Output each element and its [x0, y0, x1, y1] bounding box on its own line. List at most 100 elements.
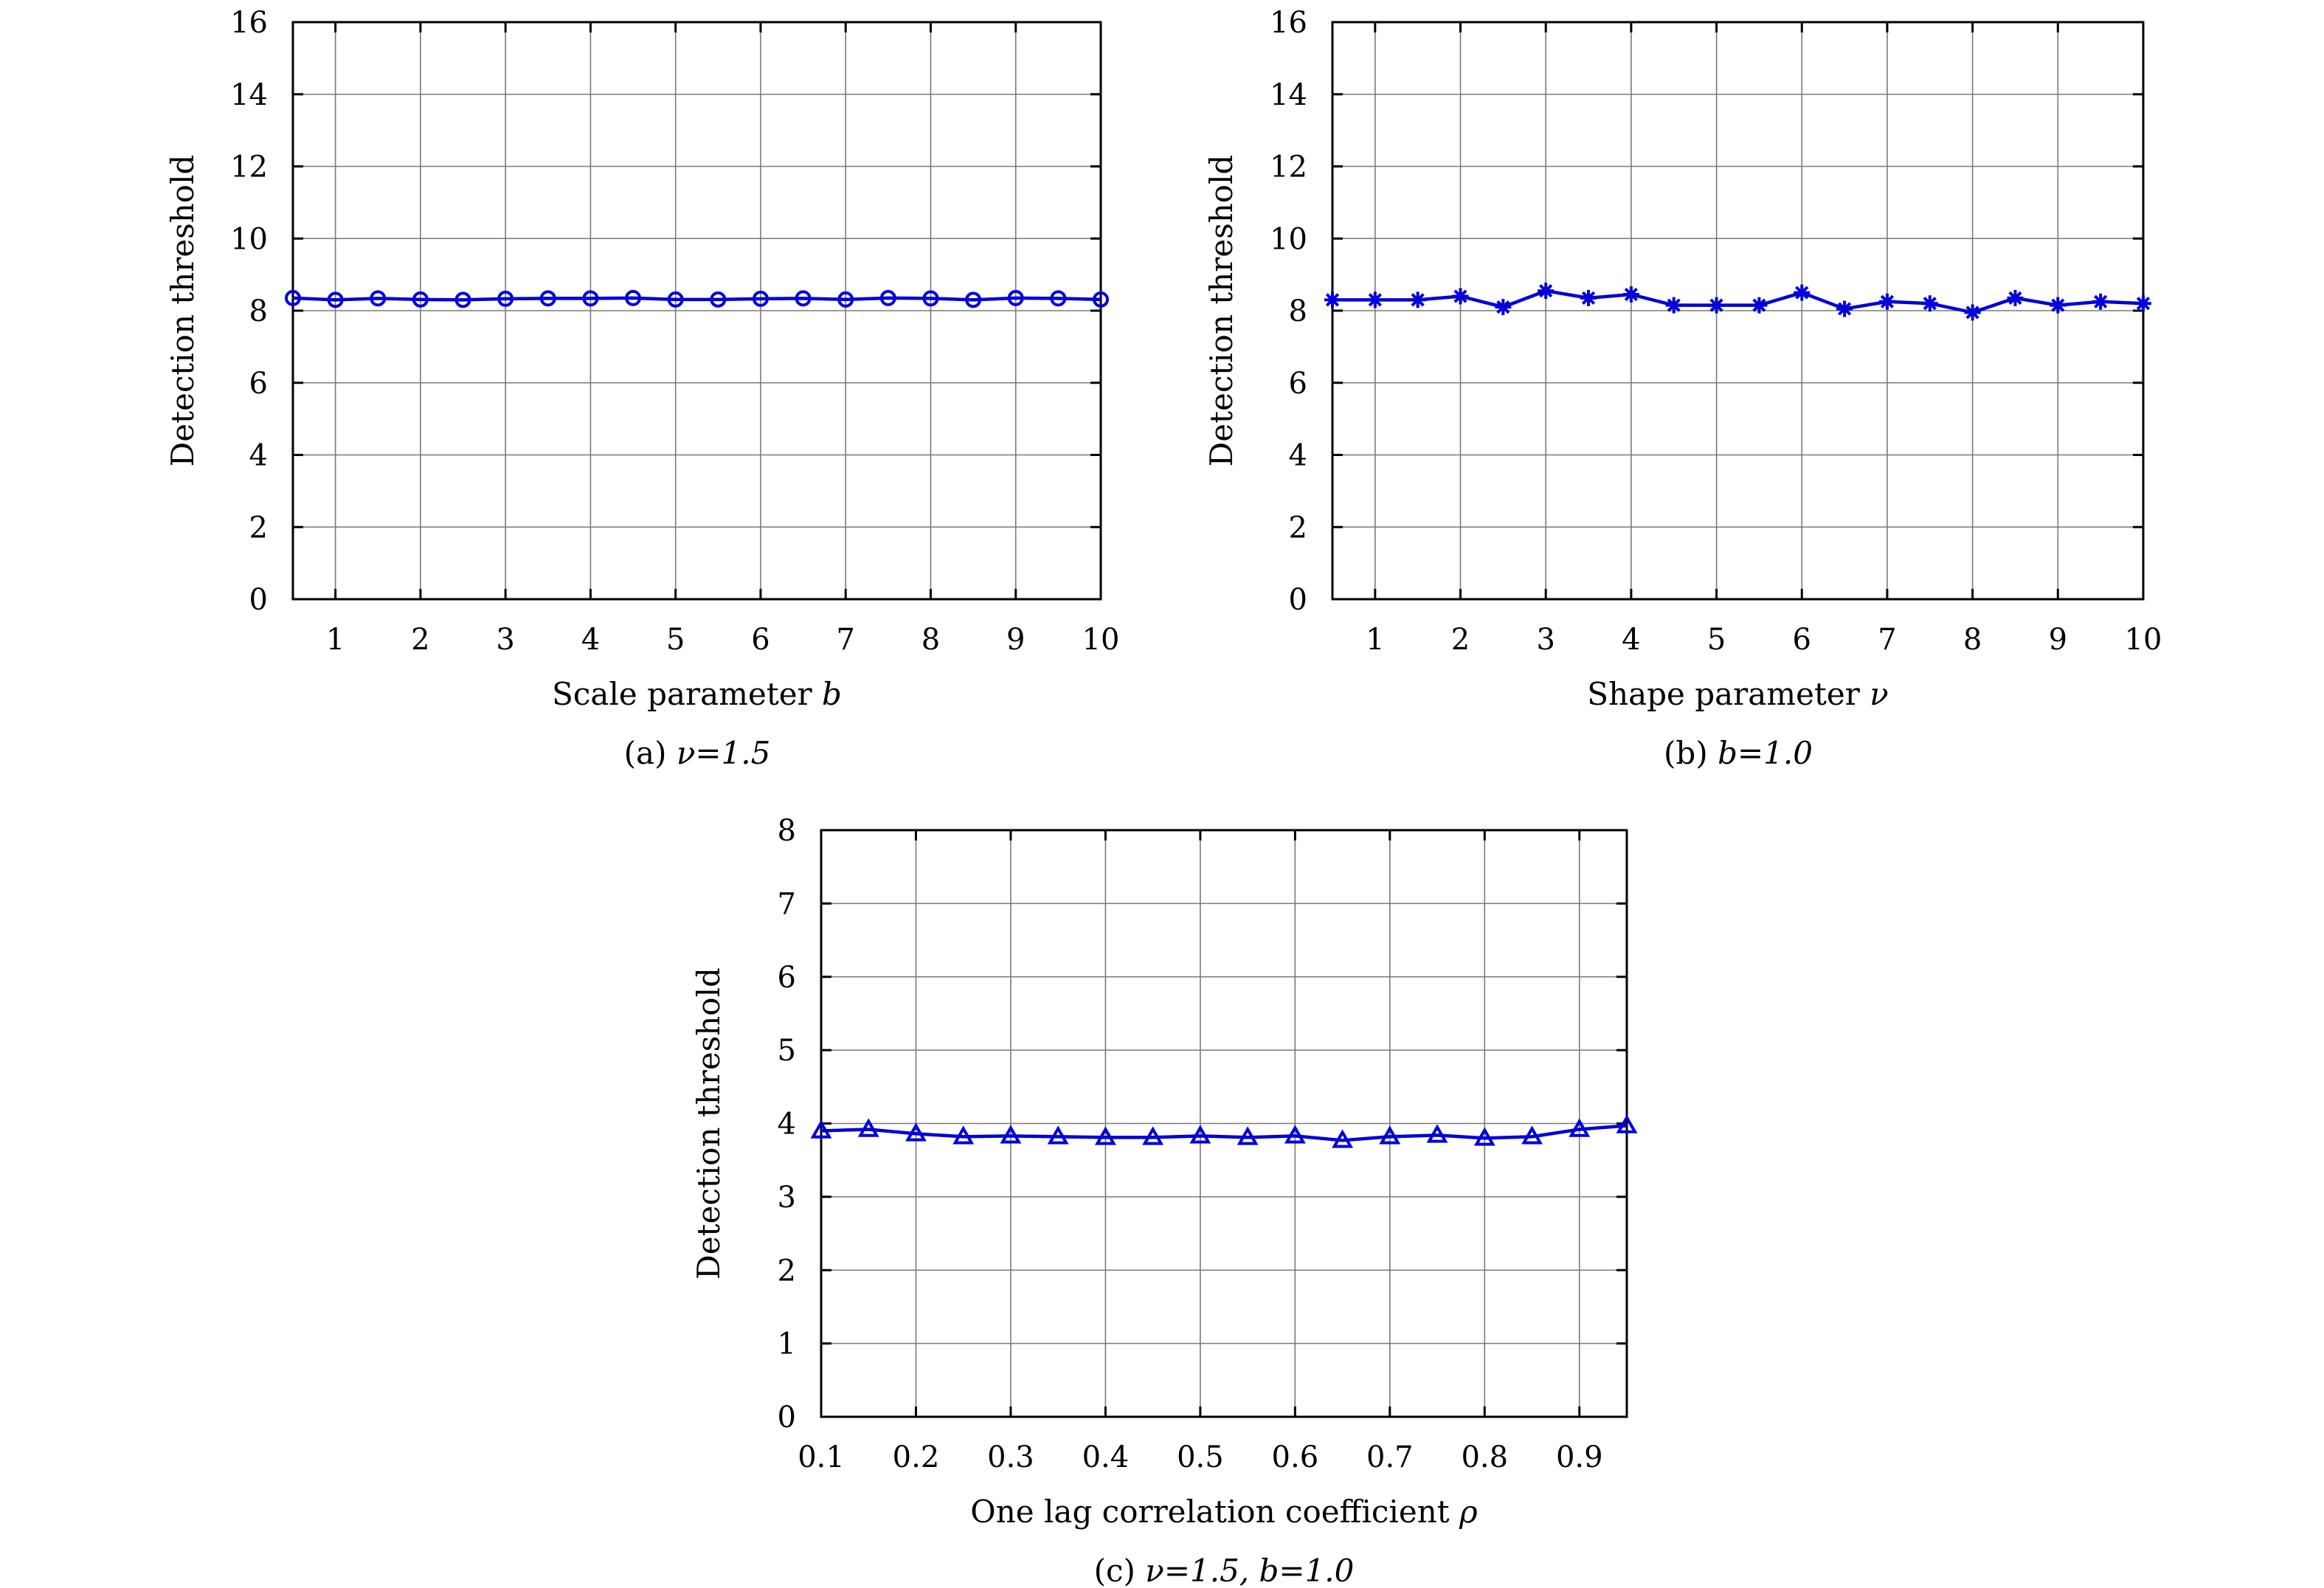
series-line [1332, 289, 2144, 314]
data-point-circle [497, 290, 514, 307]
data-point-asterisk [1964, 304, 1981, 321]
data-point-circle [837, 291, 854, 308]
data-point-circle [710, 291, 727, 308]
x-tick-label: 0.7 [1366, 1440, 1414, 1474]
x-axis-label: Shape parameter ν [1587, 676, 1888, 712]
data-point-triangle [1521, 1125, 1543, 1145]
y-axis-label: Detection threshold [1203, 155, 1239, 467]
y-axis-label: Detection threshold [165, 155, 201, 467]
data-point-asterisk [1495, 299, 1512, 316]
data-point-circle [879, 289, 896, 306]
y-tick-label: 3 [778, 1181, 796, 1215]
data-point-triangle [1142, 1126, 1164, 1145]
y-tick-label: 12 [230, 151, 268, 184]
subfigure-caption: (a) ν=1.5 [624, 735, 771, 771]
x-tick-label: 8 [1963, 623, 1982, 657]
y-tick-label: 7 [778, 887, 796, 921]
subfigure-caption: (b) b=1.0 [1664, 735, 1813, 771]
y-tick-label: 4 [778, 1108, 796, 1142]
data-point-asterisk [2050, 297, 2067, 314]
x-tick-label: 10 [1082, 623, 1120, 657]
data-point-asterisk [1665, 297, 1682, 314]
y-tick-label: 6 [1289, 367, 1307, 401]
asterisk-stroke [1368, 293, 1382, 307]
data-point-asterisk [1409, 291, 1426, 308]
x-tick-label: 0.9 [1556, 1440, 1603, 1474]
asterisk-stroke [1965, 305, 1979, 320]
y-tick-label: 2 [249, 511, 268, 545]
data-point-triangle [1237, 1126, 1259, 1145]
y-tick-label: 10 [1270, 222, 1307, 256]
y-tick-label: 10 [230, 222, 268, 256]
data-point-circle [327, 291, 344, 308]
y-axis-label: Detection threshold [691, 967, 727, 1280]
data-point-triangle [1047, 1125, 1069, 1145]
data-point-triangle [1332, 1129, 1354, 1148]
y-tick-label: 6 [249, 367, 268, 401]
x-tick-label: 0.4 [1082, 1440, 1130, 1474]
data-point-asterisk [1878, 293, 1895, 310]
data-point-triangle [1473, 1127, 1495, 1146]
asterisk-stroke [1453, 289, 1467, 303]
x-tick-label: 1 [326, 623, 345, 657]
asterisk-stroke [1624, 287, 1639, 302]
y-tick-label: 2 [1289, 511, 1307, 545]
data-point-asterisk [1452, 288, 1469, 305]
x-tick-label: 0.2 [893, 1440, 940, 1474]
y-tick-label: 8 [1289, 294, 1307, 328]
y-tick-label: 12 [1270, 151, 1307, 184]
data-point-asterisk [2007, 289, 2024, 306]
asterisk-stroke [1581, 291, 1596, 305]
asterisk-stroke [1539, 284, 1553, 298]
asterisk-stroke [2136, 297, 2151, 311]
x-tick-label: 6 [1793, 623, 1811, 657]
data-point-circle [1093, 291, 1109, 308]
data-point-triangle [1094, 1126, 1116, 1145]
x-tick-label: 10 [2125, 623, 2162, 657]
x-tick-label: 0.5 [1177, 1440, 1224, 1474]
data-point-asterisk [1921, 295, 1938, 312]
x-tick-label: 8 [921, 623, 940, 657]
data-point-triangle [1189, 1125, 1211, 1144]
y-tick-label: 4 [1289, 439, 1307, 473]
y-tick-label: 8 [778, 814, 796, 848]
data-point-triangle [1569, 1118, 1591, 1137]
data-point-circle [370, 290, 387, 307]
asterisk-stroke [1496, 300, 1510, 314]
y-tick-label: 6 [778, 961, 796, 995]
data-point-asterisk [1708, 297, 1725, 314]
x-tick-label: 0.1 [798, 1440, 845, 1474]
data-point-asterisk [1580, 289, 1597, 306]
data-point-asterisk [1751, 297, 1768, 314]
x-tick-label: 7 [1878, 623, 1896, 657]
data-point-circle [1050, 290, 1067, 307]
data-point-triangle [810, 1119, 832, 1139]
data-point-asterisk [1366, 291, 1383, 308]
data-point-circle [922, 290, 939, 307]
x-tick-label: 4 [581, 623, 600, 657]
data-point-triangle [1616, 1114, 1638, 1133]
asterisk-stroke [1795, 286, 1809, 300]
data-point-circle [454, 291, 471, 308]
data-point-triangle [1284, 1125, 1306, 1144]
data-point-triangle [1426, 1124, 1448, 1143]
asterisk-stroke [1709, 298, 1723, 312]
data-point-circle [582, 290, 599, 307]
data-point-circle [412, 291, 429, 308]
y-tick-label: 2 [778, 1254, 796, 1288]
asterisk-stroke [1837, 302, 1852, 316]
x-tick-label: 9 [1006, 623, 1025, 657]
y-tick-label: 14 [230, 78, 268, 112]
x-tick-label: 5 [666, 623, 685, 657]
asterisk-stroke [1411, 293, 1425, 307]
data-point-asterisk [1794, 284, 1811, 301]
data-point-circle [795, 290, 812, 307]
x-tick-label: 3 [1536, 623, 1554, 657]
x-tick-label: 6 [751, 623, 770, 657]
data-point-circle [965, 291, 982, 308]
subfigure-caption: (c) ν=1.5, b=1.0 [1094, 1553, 1355, 1588]
x-tick-label: 3 [496, 623, 514, 657]
